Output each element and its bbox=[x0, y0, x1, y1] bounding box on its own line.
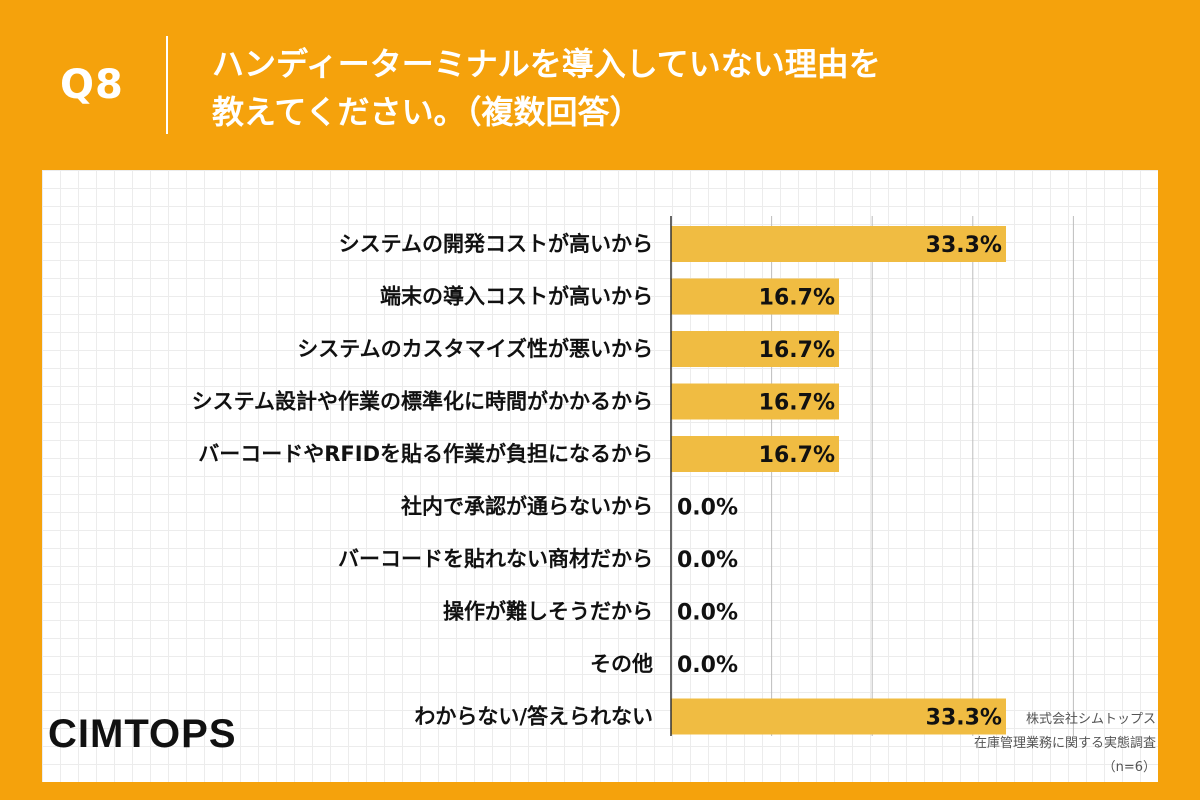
bar-chart: システムの開発コストが高いから端末の導入コストが高いからシステムのカスタマイズ性… bbox=[192, 216, 1074, 736]
category-label: システムの開発コストが高いから bbox=[339, 232, 653, 256]
bar bbox=[671, 278, 839, 315]
value-label: 16.7% bbox=[759, 286, 835, 311]
bar bbox=[671, 698, 1006, 735]
value-label: 0.0% bbox=[677, 496, 738, 521]
question-title: ハンディーターミナルを導入していない理由を 教えてください。（複数回答） bbox=[212, 40, 1112, 136]
category-labels: システムの開発コストが高いから端末の導入コストが高いからシステムのカスタマイズ性… bbox=[192, 232, 653, 729]
source-note: 株式会社シムトップス 在庫管理業務に関する実態調査 （n=6） bbox=[974, 708, 1156, 780]
value-label: 0.0% bbox=[677, 601, 738, 626]
category-label: システムのカスタマイズ性が悪いから bbox=[297, 337, 653, 361]
value-label: 16.7% bbox=[759, 391, 835, 416]
value-label: 16.7% bbox=[759, 338, 835, 363]
source-survey: 在庫管理業務に関する実態調査 bbox=[973, 736, 1156, 751]
question-line-2: 教えてください。（複数回答） bbox=[212, 93, 642, 131]
question-number: Q8 bbox=[60, 62, 124, 108]
source-company: 株式会社シムトップス bbox=[1025, 712, 1156, 727]
category-label: 社内で承認が通らないから bbox=[400, 495, 653, 519]
value-labels: 33.3% 16.7% 16.7% 16.7% 16.7% 0.0% 0.0% 0.0% 0.0… bbox=[677, 233, 1002, 731]
bar bbox=[671, 226, 1006, 262]
cimtops-logo: CIMTOPS bbox=[48, 712, 237, 756]
category-label: わからない/答えられない bbox=[414, 705, 653, 729]
category-label: 端末の導入コストが高いから bbox=[380, 285, 653, 309]
value-label: 0.0% bbox=[677, 548, 738, 573]
value-label: 16.7% bbox=[759, 443, 835, 468]
category-label: システム設計や作業の標準化に時間がかかるから bbox=[192, 390, 653, 414]
bar bbox=[671, 331, 839, 367]
category-label: 操作が難しそうだから bbox=[443, 600, 653, 624]
value-label: 0.0% bbox=[677, 653, 738, 678]
category-label: その他 bbox=[590, 652, 653, 676]
source-sample-size: （n=6） bbox=[1102, 760, 1156, 775]
question-line-1: ハンディーターミナルを導入していない理由を bbox=[212, 45, 881, 83]
value-label: 33.3% bbox=[926, 706, 1002, 731]
bars bbox=[671, 226, 1006, 735]
header-divider bbox=[166, 36, 168, 134]
bar bbox=[671, 436, 839, 472]
chart-panel: システムの開発コストが高いから端末の導入コストが高いからシステムのカスタマイズ性… bbox=[42, 170, 1158, 782]
category-label: バーコードやRFIDを貼る作業が負担になるから bbox=[198, 442, 653, 466]
category-label: バーコードを貼れない商材だから bbox=[338, 547, 653, 571]
bar bbox=[671, 383, 839, 420]
value-label: 33.3% bbox=[926, 233, 1002, 258]
